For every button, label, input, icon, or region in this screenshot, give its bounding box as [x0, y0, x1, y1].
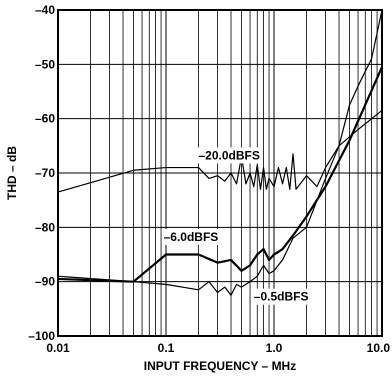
annotation-background — [161, 228, 221, 245]
y-tick-label: –70 — [35, 166, 55, 180]
y-tick-labels: –40 –50 –60 –70 –80 –90 –100 — [28, 3, 55, 343]
y-tick-label: –80 — [35, 220, 55, 234]
series-line-1 — [57, 110, 383, 193]
annotation-background — [251, 288, 311, 305]
x-tick-labels: 0.01 0.1 1.0 10.0 — [46, 341, 390, 355]
annotations-group: –20.0dBFS –6.0dBFS –0.5dBFS — [161, 147, 311, 305]
y-tick-label: –40 — [35, 3, 55, 17]
x-tick-label: 1.0 — [266, 341, 283, 355]
series-line-2 — [57, 66, 384, 283]
annotation-label: –20.0dBFS — [199, 148, 260, 162]
plot-frame — [57, 9, 383, 337]
x-tick-label: 0.1 — [158, 341, 175, 355]
y-tick-label: –100 — [28, 329, 55, 343]
y-tick-label: –50 — [35, 57, 55, 71]
y-axis-label: THD – dB — [5, 146, 19, 200]
annotation-label: –6.0dBFS — [164, 230, 219, 244]
x-tick-label: 10.0 — [367, 341, 391, 355]
x-axis-label: INPUT FREQUENCY – MHz — [144, 359, 296, 373]
y-tick-label: –90 — [35, 275, 55, 289]
series-group — [57, 9, 384, 296]
annotation-label: –0.5dBFS — [254, 290, 309, 304]
annotation-background — [196, 147, 262, 164]
x-tick-label: 0.01 — [46, 341, 70, 355]
series-line-3 — [57, 9, 383, 296]
y-tick-label: –60 — [35, 112, 55, 126]
